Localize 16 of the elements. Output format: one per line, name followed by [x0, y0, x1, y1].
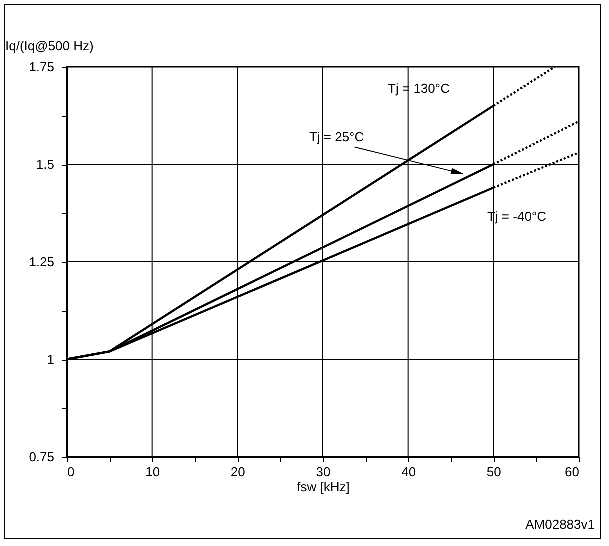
x-tick-label: 60	[565, 464, 580, 480]
y-tick-label: 0.75	[29, 450, 54, 464]
text: AM02883v1	[526, 517, 595, 532]
y-tick-label: 1	[47, 352, 54, 367]
y-tick-label: 1.25	[29, 254, 54, 270]
x-tick-label: 50	[486, 464, 502, 480]
x-tick-label: 20	[230, 464, 246, 480]
x-tick-label: 30	[316, 464, 331, 480]
x-tick-label: 10	[146, 464, 160, 480]
y-tick-label: 1.5	[36, 157, 54, 172]
x-axis-title: fsw [kHz]	[297, 480, 350, 494]
annotation: Tj = 25°C	[309, 129, 364, 144]
x-tick-label: 40	[402, 464, 416, 480]
y-tick-label: 1.75	[29, 60, 54, 74]
y-axis-title: Iq/(Iq@500 Hz)	[6, 38, 94, 54]
x-tick-label: 0	[68, 464, 75, 480]
